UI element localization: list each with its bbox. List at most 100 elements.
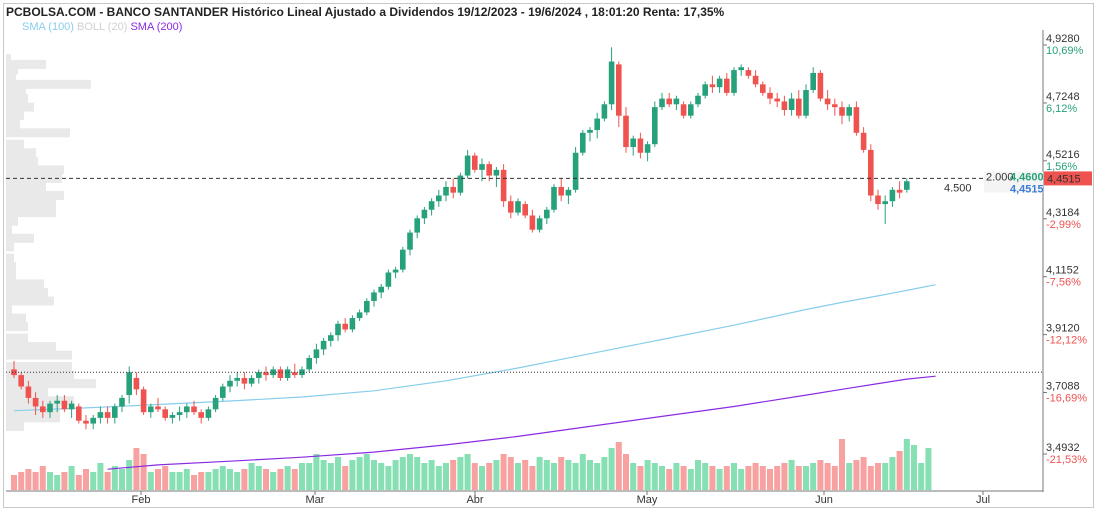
candle-body xyxy=(457,175,464,193)
candle xyxy=(212,395,219,413)
candle xyxy=(601,101,608,122)
x-tick-label: Mar xyxy=(306,494,325,506)
candle xyxy=(421,206,428,225)
candle xyxy=(364,298,370,316)
volume-bar xyxy=(601,457,608,490)
volume-bar xyxy=(284,466,291,490)
candle-body xyxy=(104,412,111,418)
volume-bar xyxy=(443,463,449,490)
profile-bar xyxy=(6,296,54,306)
candle xyxy=(529,209,536,233)
candle xyxy=(587,127,593,142)
volume-bar xyxy=(471,463,478,490)
candle xyxy=(515,198,521,216)
candle-body xyxy=(443,186,449,196)
candle xyxy=(839,101,845,125)
legend-sma100[interactable]: SMA (100) xyxy=(22,21,74,33)
volume-bar xyxy=(83,469,89,490)
current-price-box xyxy=(1044,171,1092,186)
profile-bar xyxy=(6,279,44,289)
candle-body xyxy=(500,169,507,202)
volume-bar xyxy=(752,463,759,490)
profile-bar xyxy=(6,262,16,272)
volume-bar xyxy=(104,472,111,490)
y-tick-price: 4,1152 xyxy=(1046,265,1079,277)
candle xyxy=(767,87,773,105)
candle-body xyxy=(241,377,248,384)
candle xyxy=(284,366,291,381)
candle-body xyxy=(428,201,435,210)
volume-bar xyxy=(11,475,17,490)
candle xyxy=(220,383,226,401)
candle-body xyxy=(76,406,82,421)
candle-body xyxy=(421,209,428,219)
candle-body xyxy=(306,357,312,370)
candle-body xyxy=(846,107,852,116)
candle xyxy=(580,129,586,156)
candle-body xyxy=(889,189,896,202)
candle xyxy=(875,189,881,210)
candle-body xyxy=(832,104,838,108)
candle-body xyxy=(155,406,161,410)
candle-body xyxy=(176,412,183,416)
candle-body xyxy=(472,155,478,170)
profile-bar xyxy=(6,199,56,209)
candle xyxy=(68,400,75,418)
candle-body xyxy=(673,98,680,105)
volume-bar xyxy=(183,469,190,490)
volume-bar xyxy=(349,460,356,490)
volume-bar xyxy=(277,469,284,490)
volume-bar xyxy=(882,463,889,490)
candle xyxy=(313,343,320,364)
candle-body xyxy=(587,129,593,133)
candle xyxy=(248,375,255,387)
candle-body xyxy=(248,377,255,384)
volume-bar xyxy=(795,466,802,490)
profile-bar xyxy=(6,421,24,431)
candle xyxy=(544,206,550,225)
candle-body xyxy=(205,409,212,418)
profile-bar xyxy=(6,182,46,192)
y-tick-pct: 6,12% xyxy=(1046,103,1077,115)
candle-body xyxy=(436,195,442,202)
candle xyxy=(594,112,600,139)
profile-bar xyxy=(6,233,34,243)
candle-body xyxy=(169,415,176,418)
candle-body xyxy=(97,412,104,418)
volume-bar xyxy=(500,454,507,490)
candle-body xyxy=(112,406,118,418)
legend-boll[interactable]: BOLL (20) xyxy=(77,21,128,33)
candle xyxy=(328,332,334,347)
candle-body xyxy=(839,107,845,116)
candle xyxy=(234,372,240,387)
x-tick-label: Abr xyxy=(466,494,483,506)
volume-bar xyxy=(407,454,413,490)
candle xyxy=(407,229,413,256)
candle xyxy=(47,400,53,418)
profile-bar xyxy=(6,88,26,98)
volume-bar xyxy=(47,472,53,490)
volume-bar xyxy=(414,457,421,490)
legend-sma200[interactable]: SMA (200) xyxy=(130,21,183,33)
candle-body xyxy=(342,323,348,330)
candle xyxy=(148,403,154,418)
candle-body xyxy=(544,209,550,219)
candle-body xyxy=(659,98,665,108)
candle xyxy=(536,215,543,233)
candle-body xyxy=(493,169,500,176)
candle-body xyxy=(875,195,881,205)
candle xyxy=(860,127,867,153)
profile-bar xyxy=(6,191,64,201)
volume-bar xyxy=(565,460,572,490)
y-tick-price: 3,7088 xyxy=(1046,381,1080,393)
annotation-box xyxy=(984,171,1043,193)
candle xyxy=(263,366,269,381)
x-tick-label: Jul xyxy=(976,494,990,506)
candle xyxy=(803,84,809,119)
candle xyxy=(688,101,694,119)
candle-body xyxy=(709,84,716,88)
candle-body xyxy=(335,323,341,336)
volume-bar xyxy=(320,460,327,490)
candle-body xyxy=(349,318,356,330)
